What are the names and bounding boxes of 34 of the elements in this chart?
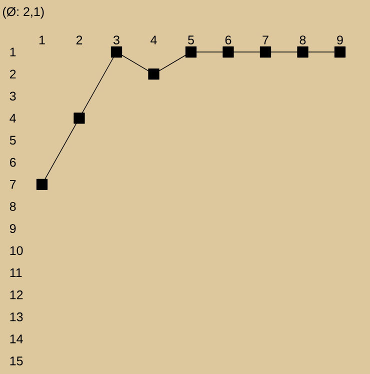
- y-tick-label: 2: [10, 70, 16, 78]
- x-tick-label: 9: [337, 36, 343, 44]
- y-tick-label: 4: [10, 114, 16, 123]
- y-tick-label: 13: [10, 312, 23, 322]
- point: [110, 46, 122, 58]
- y-tick-label: 6: [10, 158, 16, 167]
- x-tick-label: 1: [39, 36, 45, 44]
- point: [185, 46, 197, 58]
- x-tick-label: 5: [188, 36, 194, 44]
- point: [36, 178, 48, 190]
- y-tick-label: 15: [10, 356, 23, 366]
- x-tick-label: 2: [76, 36, 82, 44]
- point: [148, 68, 160, 80]
- y-tick-label: 10: [10, 246, 23, 256]
- y-tick-label: 14: [10, 334, 23, 344]
- point: [334, 46, 346, 58]
- x-tick-label: 3: [113, 36, 120, 44]
- point: [222, 46, 234, 58]
- y-tick-label: 5: [10, 136, 16, 145]
- x-tick-label: 8: [300, 36, 306, 44]
- y-tick-label: 3: [10, 92, 16, 101]
- point: [297, 46, 308, 58]
- chart-title: (Ø: 2,1): [2, 6, 44, 19]
- x-tick-label: 4: [150, 36, 157, 44]
- y-tick-label: 7: [10, 180, 16, 189]
- point: [74, 112, 85, 124]
- y-tick-label: 8: [10, 202, 16, 211]
- y-tick-label: 1: [10, 48, 16, 56]
- y-tick-label: 12: [10, 290, 23, 300]
- x-tick-label: 6: [225, 36, 232, 44]
- point: [260, 46, 272, 58]
- x-tick-label: 7: [262, 36, 268, 44]
- y-tick-label: 11: [10, 268, 22, 278]
- y-tick-label: 9: [10, 224, 16, 233]
